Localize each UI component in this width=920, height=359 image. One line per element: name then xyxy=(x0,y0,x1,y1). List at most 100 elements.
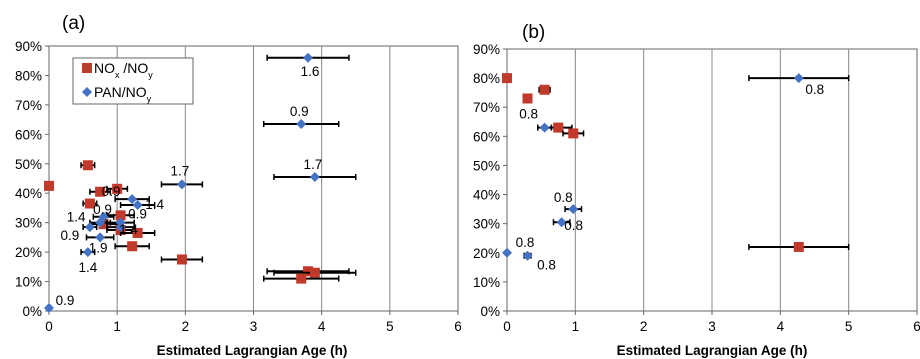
nox-noy-point xyxy=(309,267,320,278)
data-label: 0.9 xyxy=(128,207,147,222)
pan-noy-point xyxy=(176,179,187,190)
panel-a-points: 1.60.91.71.70.91.40.9 0.91.41.40.91.91.40… xyxy=(44,52,357,314)
pan-noy-point xyxy=(95,232,106,243)
nox-noy-point xyxy=(112,183,123,194)
pan-noy-point xyxy=(309,172,320,183)
x-tick-label: 4 xyxy=(318,319,326,334)
y-tick-label: 20% xyxy=(473,246,500,261)
nox-noy-point xyxy=(303,266,314,277)
legend-pan-noy: PAN/NOy xyxy=(94,84,152,104)
data-label: 1.4 xyxy=(67,210,86,225)
panel-b-gridlines xyxy=(503,48,918,315)
pan-noy-point xyxy=(82,247,93,258)
nox-noy-point xyxy=(296,273,307,284)
data-label: 0.9 xyxy=(61,228,80,243)
nox-noy-point xyxy=(95,186,106,197)
x-tick-label: 2 xyxy=(182,319,190,334)
pan-noy-point xyxy=(556,217,567,228)
data-label: 0.9 xyxy=(93,202,112,217)
data-label: 0.9 xyxy=(290,104,309,119)
nox-noy-point xyxy=(553,122,564,133)
y-tick-label: 60% xyxy=(15,127,42,142)
data-label: 1.4 xyxy=(119,222,138,237)
panel-a-x-ticks: 0 1 2 3 4 5 6 xyxy=(45,319,462,334)
x-tick-label: 4 xyxy=(777,319,785,334)
x-tick-label: 0 xyxy=(503,319,511,334)
legend: NOx /NOy PAN/NOy xyxy=(72,57,194,105)
x-tick-label: 2 xyxy=(640,319,648,334)
y-tick-label: 90% xyxy=(15,39,42,54)
data-label: 0.8 xyxy=(805,82,824,97)
x-tick-label: 1 xyxy=(572,319,580,334)
y-tick-label: 50% xyxy=(15,157,42,172)
x-tick-label: 3 xyxy=(250,319,258,334)
nox-noy-point xyxy=(522,93,533,104)
nox-noy-point xyxy=(44,180,54,191)
y-tick-label: 0% xyxy=(480,304,500,319)
pan-noy-point xyxy=(84,222,95,233)
x-tick-label: 3 xyxy=(708,319,716,334)
data-label: 0.8 xyxy=(537,258,556,273)
y-tick-label: 10% xyxy=(473,275,500,290)
data-label: 1.7 xyxy=(171,163,190,178)
pan-noy-point xyxy=(115,222,126,233)
panel-a-label: (a) xyxy=(62,13,85,34)
y-tick-label: 80% xyxy=(473,71,500,86)
x-tick-label: 6 xyxy=(913,319,920,334)
data-label: 1.4 xyxy=(78,260,97,275)
y-tick-label: 60% xyxy=(473,129,500,144)
data-label: 1.7 xyxy=(303,157,322,172)
panel-b-y-ticks: 0% 10% 20% 30% 40% 50% 60% 70% 80% 90% xyxy=(473,42,500,319)
data-label: 1.6 xyxy=(301,64,320,79)
y-tick-label: 50% xyxy=(473,158,500,173)
pan-noy-point xyxy=(303,52,314,63)
data-label: 0.8 xyxy=(516,235,535,250)
pan-noy-point xyxy=(522,250,533,261)
panel-b-x-axis-label: Estimated Lagrangian Age (h) xyxy=(617,343,808,358)
y-tick-label: 70% xyxy=(15,98,42,113)
pan-noy-point xyxy=(502,247,512,258)
y-tick-label: 20% xyxy=(15,245,42,260)
y-tick-label: 0% xyxy=(22,304,42,319)
nox-noy-point xyxy=(568,128,579,139)
y-tick-label: 80% xyxy=(15,68,42,83)
panel-b: (b) 0% 10% 20% 30% 40% 50% 60% 70% 80% 90% 0 1 2 3 4 5… xyxy=(473,22,920,358)
pan-noy-point xyxy=(568,204,579,215)
y-tick-label: 10% xyxy=(15,275,42,290)
x-tick-label: 0 xyxy=(45,319,53,334)
y-tick-label: 70% xyxy=(473,100,500,115)
data-label: 0.9 xyxy=(56,293,75,308)
y-tick-label: 90% xyxy=(473,42,500,57)
pan-noy-point xyxy=(44,303,54,314)
panel-b-x-ticks: 0 1 2 3 4 5 6 xyxy=(503,319,920,334)
pan-noy-point xyxy=(132,200,143,210)
panel-b-points: 0.80.80.80.80.80.8 xyxy=(502,73,850,273)
x-tick-label: 5 xyxy=(386,319,394,334)
nox-noy-point xyxy=(502,73,512,84)
nox-noy-point xyxy=(539,84,550,95)
y-tick-label: 40% xyxy=(473,188,500,203)
pan-noy-point xyxy=(127,194,138,205)
legend-square-marker xyxy=(82,63,92,73)
panel-b-label: (b) xyxy=(522,22,545,43)
data-label: 1.4 xyxy=(145,197,164,212)
panel-a-x-axis-label: Estimated Lagrangian Age (h) xyxy=(157,343,348,358)
nox-noy-point xyxy=(176,254,187,265)
y-tick-label: 30% xyxy=(15,216,42,231)
data-label: 0.9 xyxy=(102,184,121,199)
nox-noy-point xyxy=(127,241,138,252)
y-tick-label: 30% xyxy=(473,217,500,232)
nox-noy-point xyxy=(115,210,126,221)
pan-noy-point xyxy=(296,119,307,130)
legend-box xyxy=(72,57,194,105)
nox-noy-point xyxy=(793,241,804,252)
data-label: 0.8 xyxy=(519,107,538,122)
x-tick-label: 1 xyxy=(113,319,121,334)
nox-noy-point xyxy=(84,198,95,209)
x-tick-label: 6 xyxy=(454,319,462,334)
pan-noy-point xyxy=(793,73,804,84)
panel-a-y-ticks: 0% 10% 20% 30% 40% 50% 60% 70% 80% 90% xyxy=(15,39,42,319)
nox-noy-point xyxy=(132,227,143,238)
pan-noy-point xyxy=(539,122,550,133)
